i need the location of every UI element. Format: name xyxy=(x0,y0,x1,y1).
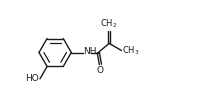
Text: CH$_2$: CH$_2$ xyxy=(100,18,118,30)
Text: O: O xyxy=(97,66,104,75)
Text: HO: HO xyxy=(25,74,39,83)
Text: NH: NH xyxy=(83,47,97,56)
Text: CH$_3$: CH$_3$ xyxy=(122,44,140,57)
